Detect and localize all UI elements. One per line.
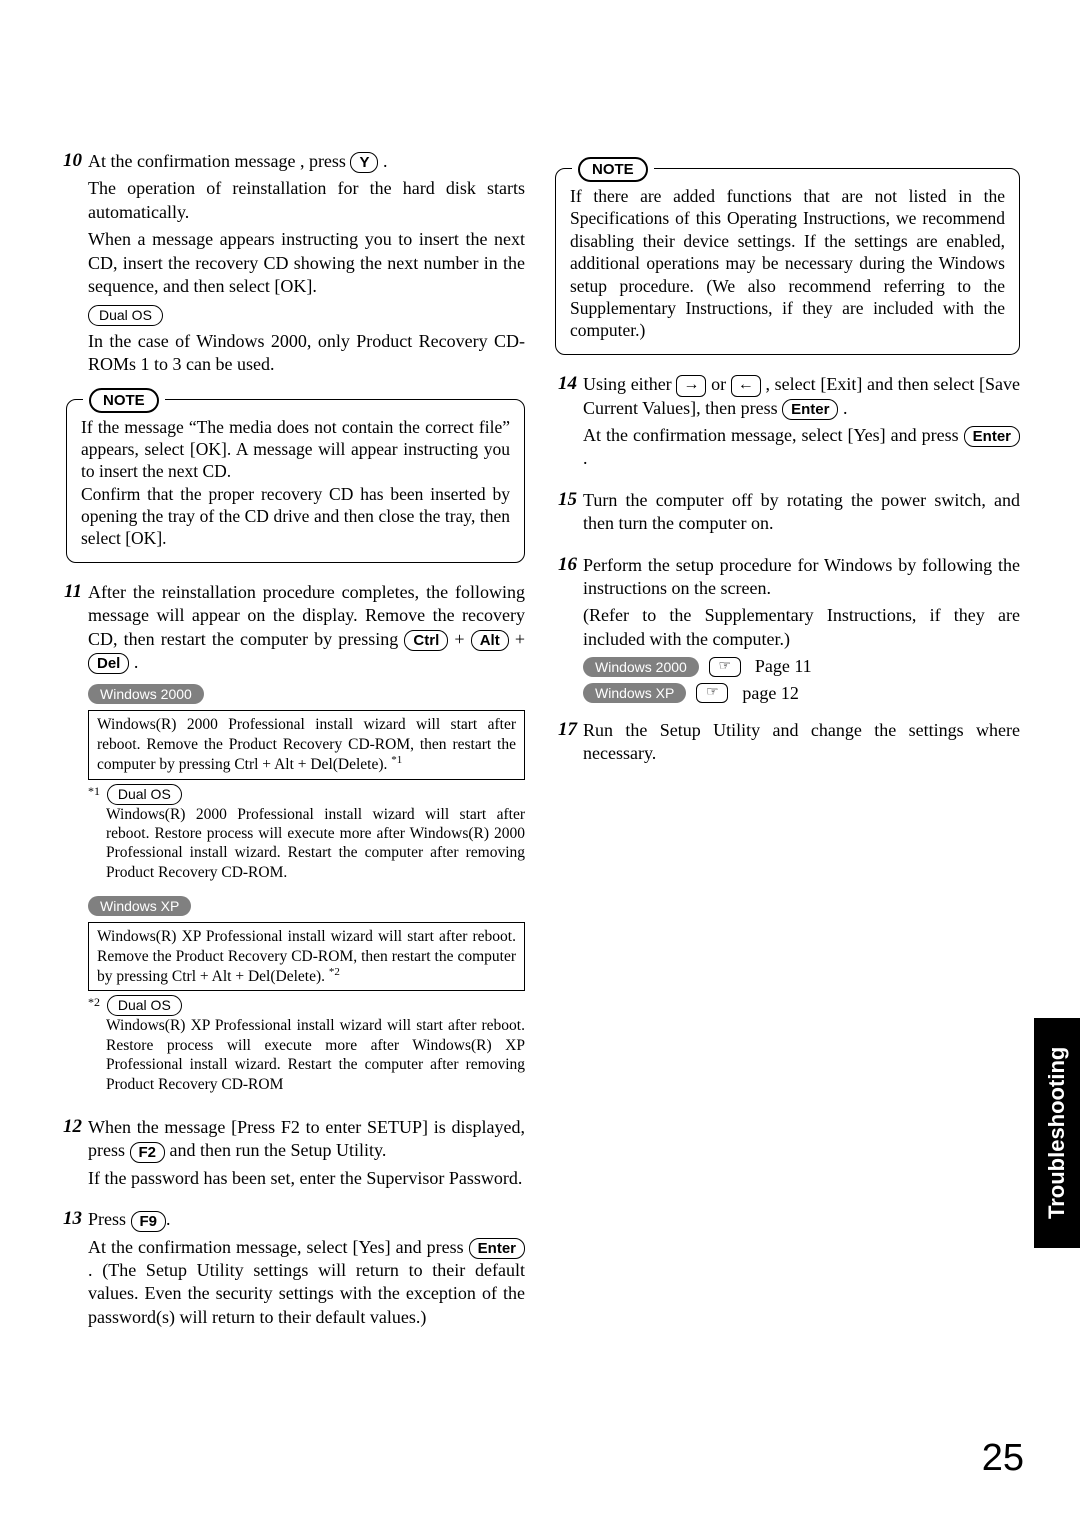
text: After the reinstallation procedure compl…: [88, 582, 525, 649]
step-body: Using either → or ← , select [Exit] and …: [583, 373, 1020, 475]
page-ref: page 12: [742, 682, 798, 705]
key-del: Del: [88, 653, 129, 674]
note-box: NOTE If there are added functions that a…: [555, 168, 1020, 355]
arrow-left-icon: ←: [731, 375, 761, 397]
step-body: Press F9. At the confirmation message, s…: [88, 1208, 525, 1333]
dual-os-badge: Dual OS: [107, 995, 182, 1016]
note-pill: NOTE: [578, 157, 648, 182]
text: In the case of Windows 2000, only Produc…: [88, 330, 525, 377]
text: Windows(R) 2000 Professional install wiz…: [106, 805, 525, 883]
text: Turn the computer off by rotating the po…: [583, 489, 1020, 536]
key-ctrl: Ctrl: [404, 630, 448, 651]
pointer-icon: ☞: [709, 657, 741, 677]
dual-os-badge: Dual OS: [107, 784, 182, 805]
page-ref: Page 11: [755, 655, 812, 678]
step-13: 13 Press F9. At the confirmation message…: [60, 1208, 525, 1333]
text: Windows(R) 2000 Professional install wiz…: [97, 716, 516, 773]
key-y: Y: [350, 152, 378, 173]
text: If the password has been set, enter the …: [88, 1167, 525, 1190]
step-number: 10: [60, 150, 88, 381]
step-12: 12 When the message [Press F2 to enter S…: [60, 1116, 525, 1194]
text: If the message “The media does not conta…: [81, 416, 510, 483]
windows-xp-badge: Windows XP: [583, 683, 686, 703]
text: . (The Setup Utility settings will retur…: [88, 1260, 525, 1327]
text: Press: [88, 1209, 131, 1229]
text: Perform the setup procedure for Windows …: [583, 554, 1020, 601]
key-enter: Enter: [469, 1238, 525, 1259]
text: When a message appears instructing you t…: [88, 228, 525, 298]
message-box-xp: Windows(R) XP Professional install wizar…: [88, 922, 525, 991]
message-box-2000: Windows(R) 2000 Professional install wiz…: [88, 710, 525, 779]
footnote-ref: *1: [391, 754, 402, 766]
windows-2000-badge: Windows 2000: [583, 657, 699, 677]
two-column-layout: 10 At the confirmation message , press Y…: [60, 150, 1020, 1347]
step-17: 17 Run the Setup Utility and change the …: [555, 719, 1020, 770]
text: At the confirmation message, select [Yes…: [583, 425, 964, 445]
step-10: 10 At the confirmation message , press Y…: [60, 150, 525, 381]
text: Run the Setup Utility and change the set…: [583, 719, 1020, 766]
step-14: 14 Using either → or ← , select [Exit] a…: [555, 373, 1020, 475]
footnote-2: *2 Dual OS Windows(R) XP Professional in…: [88, 995, 525, 1094]
text: .: [843, 398, 848, 418]
step-body: Perform the setup procedure for Windows …: [583, 554, 1020, 705]
side-tab-troubleshooting: Troubleshooting: [1034, 1018, 1080, 1248]
note-label: NOTE: [83, 388, 165, 413]
step-body: Run the Setup Utility and change the set…: [583, 719, 1020, 770]
step-number: 15: [555, 489, 583, 540]
page-number: 25: [982, 1437, 1024, 1480]
text: Confirm that the proper recovery CD has …: [81, 483, 510, 550]
text: The operation of reinstallation for the …: [88, 177, 525, 224]
key-enter: Enter: [782, 399, 838, 420]
left-column: 10 At the confirmation message , press Y…: [60, 150, 525, 1347]
step-number: 11: [60, 581, 88, 1102]
ref-windows-2000: Windows 2000 ☞ Page 11: [583, 655, 1020, 678]
text: At the confirmation message , press: [88, 151, 350, 171]
right-column: NOTE If there are added functions that a…: [555, 150, 1020, 1347]
step-body: Turn the computer off by rotating the po…: [583, 489, 1020, 540]
ref-windows-xp: Windows XP ☞ page 12: [583, 682, 1020, 705]
pointer-icon: ☞: [696, 683, 728, 703]
text: Windows(R) XP Professional install wizar…: [106, 1016, 525, 1094]
text: (Refer to the Supplementary Instructions…: [583, 604, 1020, 651]
key-f2: F2: [130, 1142, 166, 1163]
windows-xp-badge: Windows XP: [88, 896, 191, 916]
step-16: 16 Perform the setup procedure for Windo…: [555, 554, 1020, 705]
step-15: 15 Turn the computer off by rotating the…: [555, 489, 1020, 540]
step-number: 13: [60, 1208, 88, 1333]
footnote-marker: *1: [88, 784, 100, 798]
text: At the confirmation message, select [Yes…: [88, 1237, 469, 1257]
text: or: [711, 374, 731, 394]
footnote-marker: *2: [88, 995, 100, 1009]
footnote-1: *1 Dual OS Windows(R) 2000 Professional …: [88, 784, 525, 883]
note-box: NOTE If the message “The media does not …: [66, 399, 525, 563]
text: .: [583, 448, 588, 468]
text: If there are added functions that are no…: [570, 185, 1005, 342]
key-enter: Enter: [964, 426, 1020, 447]
text: Using either: [583, 374, 676, 394]
text: and then run the Setup Utility.: [170, 1140, 387, 1160]
step-number: 14: [555, 373, 583, 475]
text: .: [166, 1209, 171, 1229]
step-body: After the reinstallation procedure compl…: [88, 581, 525, 1102]
note-pill: NOTE: [89, 388, 159, 413]
dual-os-badge: Dual OS: [88, 305, 163, 326]
step-number: 17: [555, 719, 583, 770]
step-body: At the confirmation message , press Y . …: [88, 150, 525, 381]
step-number: 12: [60, 1116, 88, 1194]
text: Windows(R) XP Professional install wizar…: [97, 928, 516, 985]
arrow-right-icon: →: [676, 375, 706, 397]
step-number: 16: [555, 554, 583, 705]
key-alt: Alt: [471, 630, 509, 651]
windows-2000-badge: Windows 2000: [88, 684, 204, 704]
text: .: [383, 151, 388, 171]
step-11: 11 After the reinstallation procedure co…: [60, 581, 525, 1102]
key-f9: F9: [131, 1211, 167, 1232]
footnote-ref: *2: [329, 966, 340, 978]
note-label: NOTE: [572, 157, 654, 182]
step-body: When the message [Press F2 to enter SETU…: [88, 1116, 525, 1194]
